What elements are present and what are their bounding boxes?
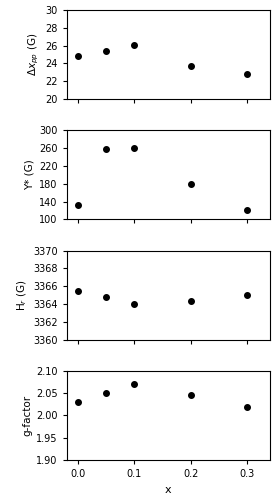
Y-axis label: H$_r$ (G): H$_r$ (G): [15, 280, 29, 311]
Y-axis label: $\Delta x_{pp}$ (G): $\Delta x_{pp}$ (G): [27, 33, 41, 76]
X-axis label: x: x: [165, 484, 172, 494]
Y-axis label: Y* (G): Y* (G): [25, 160, 35, 190]
Y-axis label: g-factor: g-factor: [22, 395, 32, 436]
